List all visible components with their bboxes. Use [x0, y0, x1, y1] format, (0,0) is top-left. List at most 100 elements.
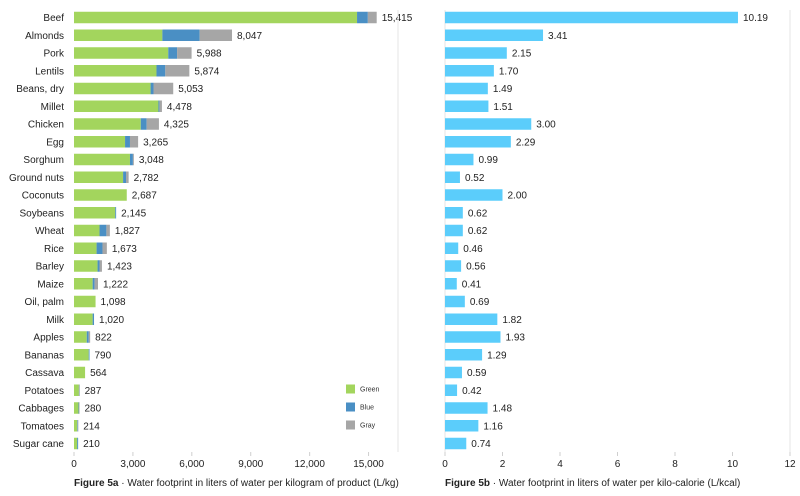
legend-label-blue: Blue [360, 405, 374, 412]
bar-segment-green [74, 153, 130, 166]
category-label-5a: Sorghum [23, 155, 64, 166]
bar-5b [445, 82, 488, 95]
value-label-5a: 4,325 [164, 120, 189, 131]
bar-segment-blue [162, 29, 200, 41]
bar-segment-green [74, 295, 96, 308]
value-label-5a: 5,053 [178, 84, 203, 95]
bar-segment-green [74, 384, 79, 396]
value-label-5b: 2.29 [516, 137, 536, 148]
x-tick-label-5a: 12,000 [294, 459, 325, 470]
legend-label-green: Green [360, 387, 380, 394]
caption-5a: Figure 5a · Water footprint in liters of… [74, 478, 399, 489]
value-label-5a: 1,423 [107, 262, 132, 273]
category-label-5a: Wheat [35, 226, 64, 237]
bar-segment-green [74, 402, 79, 414]
bar-segment-green [74, 420, 78, 432]
x-tick-label-5b: 2 [500, 459, 506, 470]
caption-5b-label: Figure 5b [445, 478, 491, 489]
bar-segment-blue [158, 100, 160, 112]
caption-5b-text: Water footprint in liters of water per k… [498, 478, 741, 489]
value-label-5a: 822 [95, 333, 112, 344]
category-label-5a: Coconuts [22, 191, 64, 202]
value-label-5a: 214 [83, 421, 100, 432]
value-label-5b: 1.48 [493, 404, 513, 415]
legend-swatch-blue [346, 402, 355, 412]
bar-5b [445, 65, 494, 77]
category-label-5a: Cabbages [18, 404, 64, 415]
bar-segment-blue [156, 65, 166, 77]
value-label-5a: 1,827 [115, 226, 140, 237]
bar-5b [445, 153, 474, 166]
category-label-5a: Barley [36, 262, 64, 273]
category-label-5a: Beans, dry [16, 84, 64, 95]
bar-segment-blue [99, 224, 107, 237]
value-label-5b: 2.15 [512, 49, 532, 60]
value-label-5b: 0.99 [478, 155, 498, 166]
value-label-5a: 1,222 [103, 279, 128, 290]
bar-5b [445, 331, 501, 343]
caption-5b-separator: · [492, 478, 497, 489]
value-label-5b: 0.62 [468, 208, 488, 219]
bar-5b [445, 420, 479, 432]
value-label-5a: 1,020 [99, 315, 124, 326]
value-label-5b: 1.82 [502, 315, 522, 326]
bar-segment-gray [367, 11, 377, 24]
bar-segment-blue [78, 402, 80, 414]
bar-segment-green [74, 349, 89, 361]
caption-5a-label: Figure 5a [74, 478, 119, 489]
x-tick-label-5a: 9,000 [238, 459, 263, 470]
bar-5b [445, 224, 463, 237]
bar-segment-green [74, 47, 169, 59]
bar-segment-gray [177, 47, 192, 59]
category-label-5a: Soybeans [20, 208, 64, 219]
bar-segment-gray [132, 153, 134, 166]
value-label-5a: 3,265 [143, 137, 168, 148]
x-tick-label-5a: 6,000 [179, 459, 204, 470]
x-tick-label-5b: 12 [784, 459, 796, 470]
bar-segment-green [74, 100, 159, 112]
value-label-5a: 2,145 [121, 208, 146, 219]
bar-segment-green [74, 331, 87, 343]
value-label-5a: 287 [85, 386, 102, 397]
caption-5a-text: Water footprint in liters of water per k… [127, 478, 399, 489]
bar-segment-gray [146, 118, 159, 130]
value-label-5b: 1.93 [505, 333, 525, 344]
bar-segment-gray [78, 402, 80, 414]
bar-segment-gray [126, 171, 129, 183]
value-label-5b: 0.62 [468, 226, 488, 237]
category-label-5a: Millet [41, 102, 65, 113]
bar-segment-green [74, 242, 97, 254]
value-label-5a: 210 [83, 439, 100, 450]
value-label-5b: 0.56 [466, 262, 486, 273]
value-label-5b: 1.51 [493, 102, 513, 113]
value-label-5b: 0.46 [463, 244, 483, 255]
caption-5a-separator: · [121, 478, 125, 489]
bar-segment-blue [77, 420, 78, 432]
value-label-5b: 0.74 [471, 439, 491, 450]
bar-segment-blue [86, 331, 89, 343]
bar-segment-green [74, 207, 116, 219]
bar-segment-green [74, 82, 151, 95]
bar-5b [445, 136, 511, 148]
value-label-5b: 0.69 [470, 297, 490, 308]
bar-5b [445, 189, 503, 201]
x-tick-label-5a: 3,000 [120, 459, 145, 470]
bar-segment-gray [88, 331, 91, 343]
bar-segment-gray [99, 260, 102, 272]
category-label-5a: Rice [44, 244, 64, 255]
bar-segment-blue [92, 313, 95, 325]
bar-segment-gray [102, 242, 107, 254]
value-label-5b: 3.41 [548, 31, 568, 42]
category-label-5a: Apples [33, 333, 64, 344]
bar-segment-green [74, 11, 358, 24]
value-label-5a: 5,988 [197, 49, 222, 60]
bar-segment-gray [153, 82, 174, 95]
bar-segment-green [74, 313, 93, 325]
value-label-5b: 10.19 [743, 13, 768, 24]
bar-5b [445, 384, 458, 396]
value-label-5a: 8,047 [237, 31, 262, 42]
x-tick-label-5b: 0 [442, 459, 448, 470]
bar-segment-green [74, 171, 124, 183]
category-label-5a: Pork [43, 49, 65, 60]
bar-segment-green [74, 437, 78, 450]
